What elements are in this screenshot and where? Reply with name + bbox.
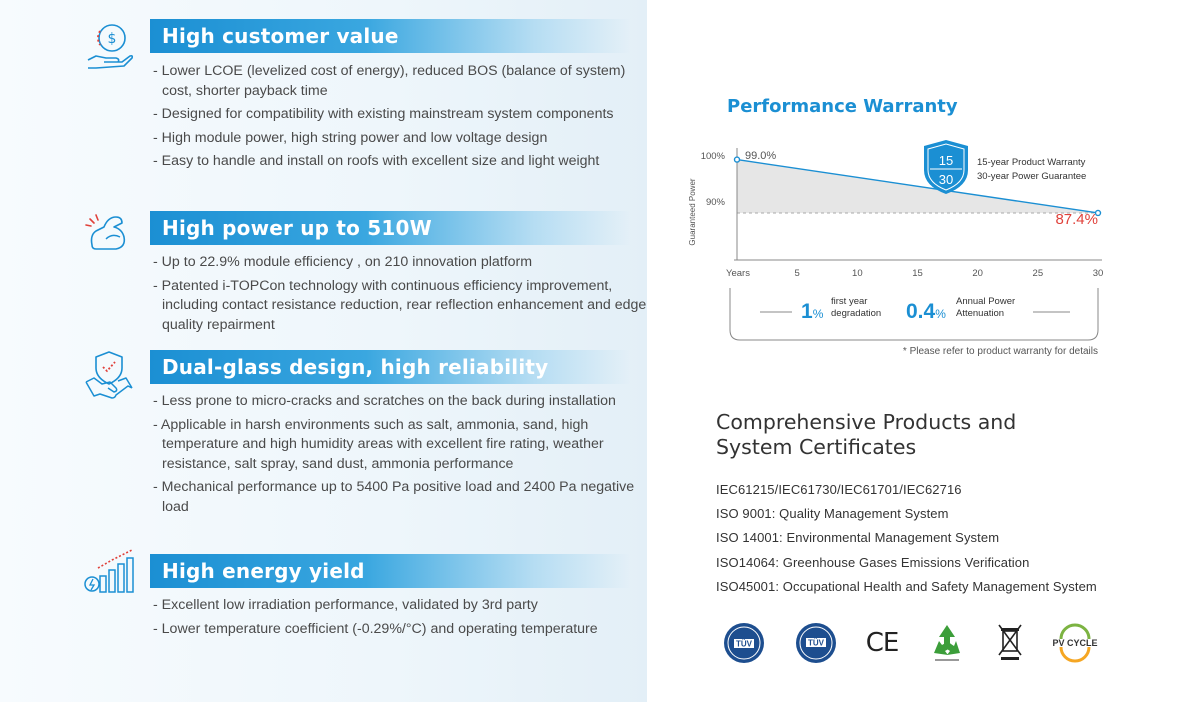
list-item: Designed for compatibility with existing… [152,105,647,125]
list-item: Patented i-TOPCon technology with contin… [152,277,647,336]
flexed-arm-icon [82,205,136,259]
bar-growth-icon [82,546,136,600]
certification-logos: TÜV TÜV CE PV CY [720,618,1110,668]
list-item: Less prone to micro-cracks and scratches… [152,392,647,412]
warranty-chart: Guaranteed Power 100% 90% 99.0% 87.4% Ye… [688,140,1103,341]
pv-cycle-logo: PV CYCLE [1045,618,1105,668]
list-item: Applicable in harsh environments such as… [152,416,647,475]
features-panel: $ High customer value Lower LCOE (leveli… [0,0,647,702]
feature-title: High customer value [150,19,630,53]
pv-cycle-text: PV CYCLE [1052,638,1097,648]
feature-title: High power up to 510W [150,211,630,245]
certificates-title-line-2: System Certificates [716,435,917,459]
list-item: Up to 22.9% module efficiency , on 210 i… [152,253,647,273]
feature-list: Lower LCOE (levelized cost of energy), r… [152,62,647,176]
list-item: Lower temperature coefficient (-0.29%/°C… [152,620,647,640]
warranty-note: * Please refer to product warranty for d… [902,346,1098,357]
list-item: IEC61215/IEC61730/IEC61701/IEC62716 [716,482,962,497]
badge-line-1: 15-year Product Warranty [977,157,1086,168]
list-item: ISO45001: Occupational Health and Safety… [716,578,1097,594]
stat-2-value: 0.4 [906,300,936,323]
list-item: Mechanical performance up to 5400 Pa pos… [152,478,647,517]
certificates-title-line-1: Comprehensive Products and [716,410,1017,434]
end-point [1094,209,1102,217]
stats-bracket [729,288,1099,341]
stat-2-unit: % [935,307,946,321]
start-value-label: 99.0% [745,150,776,162]
stat-1: 1% [801,300,824,323]
badge-top-number: 15 [939,153,953,168]
feature-list: Up to 22.9% module efficiency , on 210 i… [152,253,647,339]
start-point [733,156,741,163]
stat-1-value: 1 [801,300,813,323]
hand-dollar-icon: $ [82,18,136,72]
x-tick-label: 10 [852,268,863,279]
tuv-logo-1-text: TÜV [736,640,753,649]
tuv-logo-2-text: TÜV [808,639,825,648]
feature-list: Excellent low irradiation performance, v… [152,596,647,643]
y-tick-label: 100% [701,151,726,162]
x-tick-label: 20 [972,268,983,279]
badge-line-2: 30-year Power Guarantee [977,171,1086,182]
x-tick-label: 15 [912,268,923,279]
certificates-list: IEC61215/IEC61730/IEC61701/IEC62716 ISO … [716,478,1097,599]
feature-list: Less prone to micro-cracks and scratches… [152,392,647,521]
list-item: High module power, high string power and… [152,129,647,149]
end-value-label: 87.4% [1055,211,1098,228]
weee-bin-logo [990,618,1030,668]
shield-icon [924,140,968,194]
x-tick-label: 5 [795,268,800,279]
certificates-title: Comprehensive Products and System Certif… [716,410,1016,460]
list-item: ISO 14001: Environmental Management Syst… [716,530,1000,546]
stat-2: 0.4% [906,300,946,323]
handshake-shield-icon [82,348,136,402]
recycle-logo [925,618,969,668]
tuv-logo-2: TÜV [792,618,840,668]
list-item: Lower LCOE (levelized cost of energy), r… [152,62,647,101]
x-tick-label: 25 [1033,268,1044,279]
list-item: Easy to handle and install on roofs with… [152,152,647,172]
degradation-line [736,158,1099,214]
list-item: ISO14064: Greenhouse Gases Emissions Ver… [716,554,1030,570]
svg-text:$: $ [108,31,117,47]
warranty-title: Performance Warranty [727,96,958,117]
ce-mark: CE [860,618,904,668]
feature-title: High energy yield [150,554,630,588]
badge-bottom-number: 30 [939,172,953,187]
stat-1-unit: % [813,307,824,321]
stat-2-line-1: Annual Power [956,296,1015,307]
feature-title: Dual-glass design, high reliability [150,350,630,384]
y-tick-label: 90% [706,197,726,208]
ce-mark-text: CE [865,628,900,658]
y-axis-title: Guaranteed Power [688,178,697,245]
stat-1-line-1: first year [831,296,867,307]
x-tick-labels: Years 5 10 15 20 25 30 [726,268,1103,279]
list-item: Excellent low irradiation performance, v… [152,596,647,616]
stat-1-line-2: degradation [831,308,881,319]
x-tick-label: 30 [1093,268,1104,279]
warranty-badge: 15 30 [924,140,968,194]
stat-2-line-2: Attenuation [956,308,1004,319]
x-tick-label: Years [726,268,750,279]
tuv-logo-1: TÜV [720,618,768,668]
list-item: ISO 9001: Quality Management System [716,506,949,522]
